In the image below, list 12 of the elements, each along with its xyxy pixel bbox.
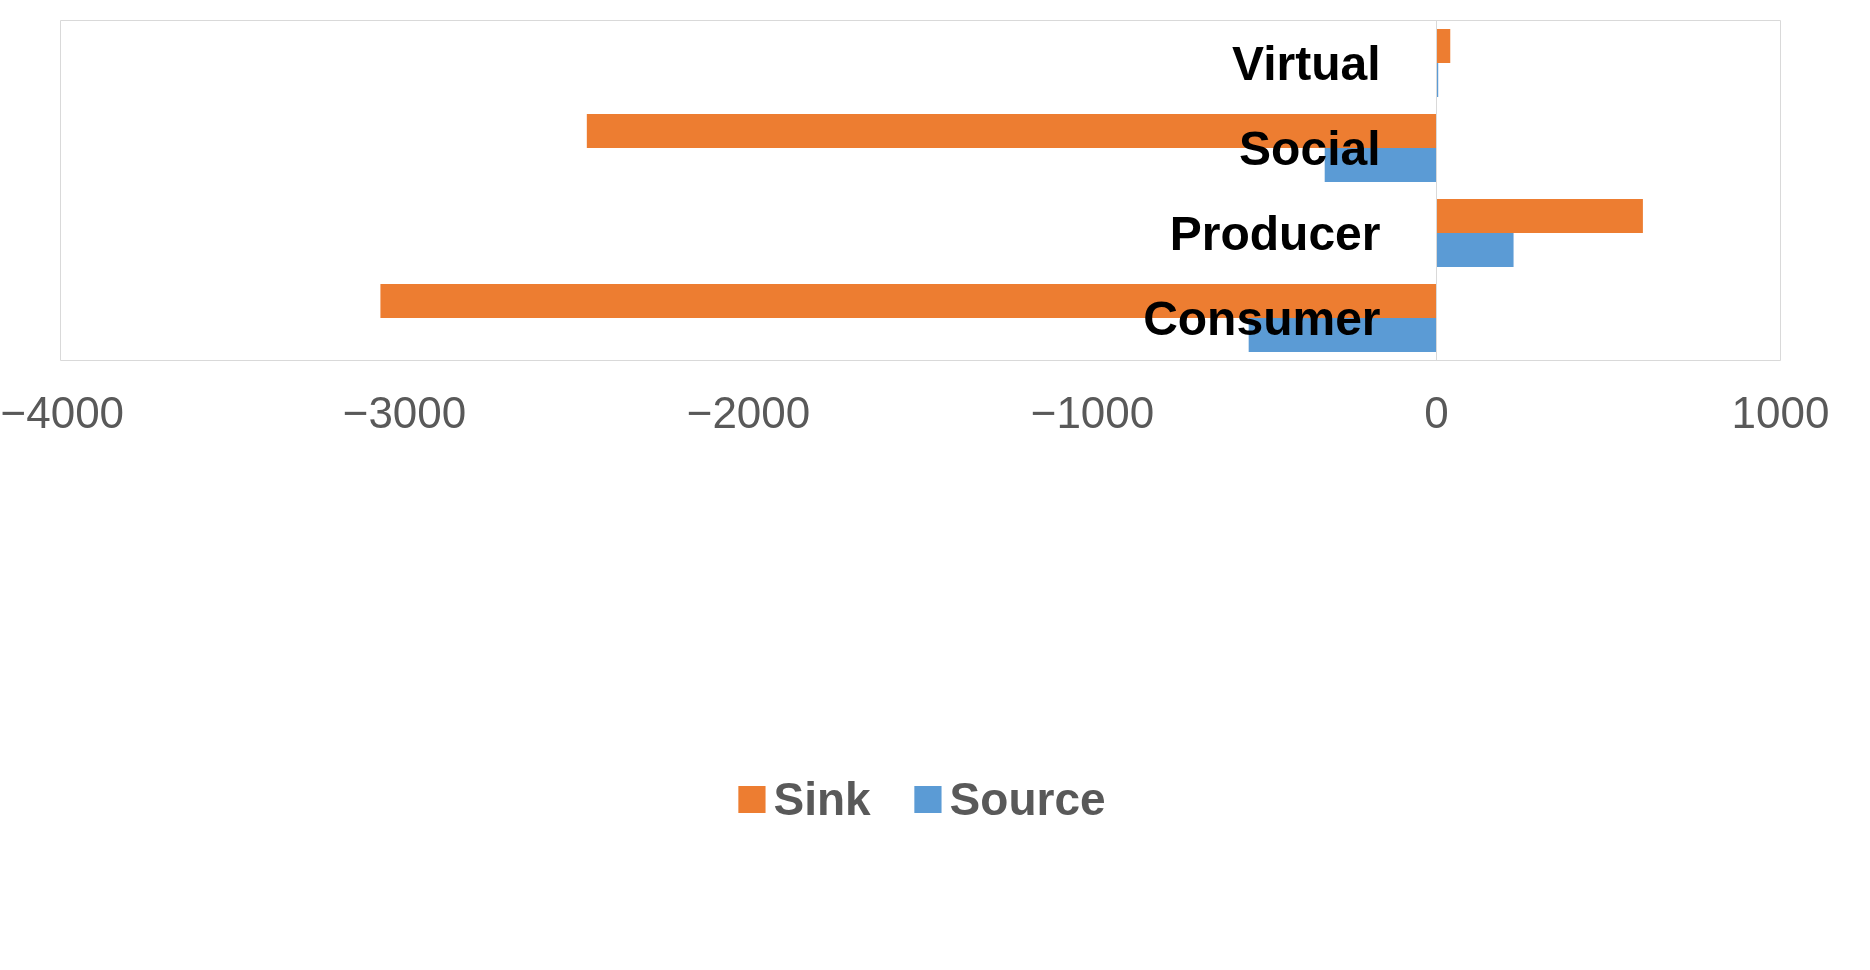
legend-label: Sink [773, 772, 871, 826]
y-tick-label: Virtual [1232, 36, 1381, 90]
legend-label: Source [949, 772, 1106, 826]
y-tick-label: Producer [1169, 206, 1381, 260]
x-tick-label: −3000 [342, 387, 467, 437]
x-tick-label: −2000 [686, 387, 811, 437]
y-tick-label: Consumer [1143, 291, 1381, 345]
x-tick-label: 0 [1424, 387, 1449, 437]
x-tick-label: −1000 [1030, 387, 1155, 437]
x-tick-label: 1000 [1731, 387, 1830, 437]
x-tick-label: −4000 [0, 387, 125, 437]
y-tick-label: Social [1239, 121, 1381, 175]
